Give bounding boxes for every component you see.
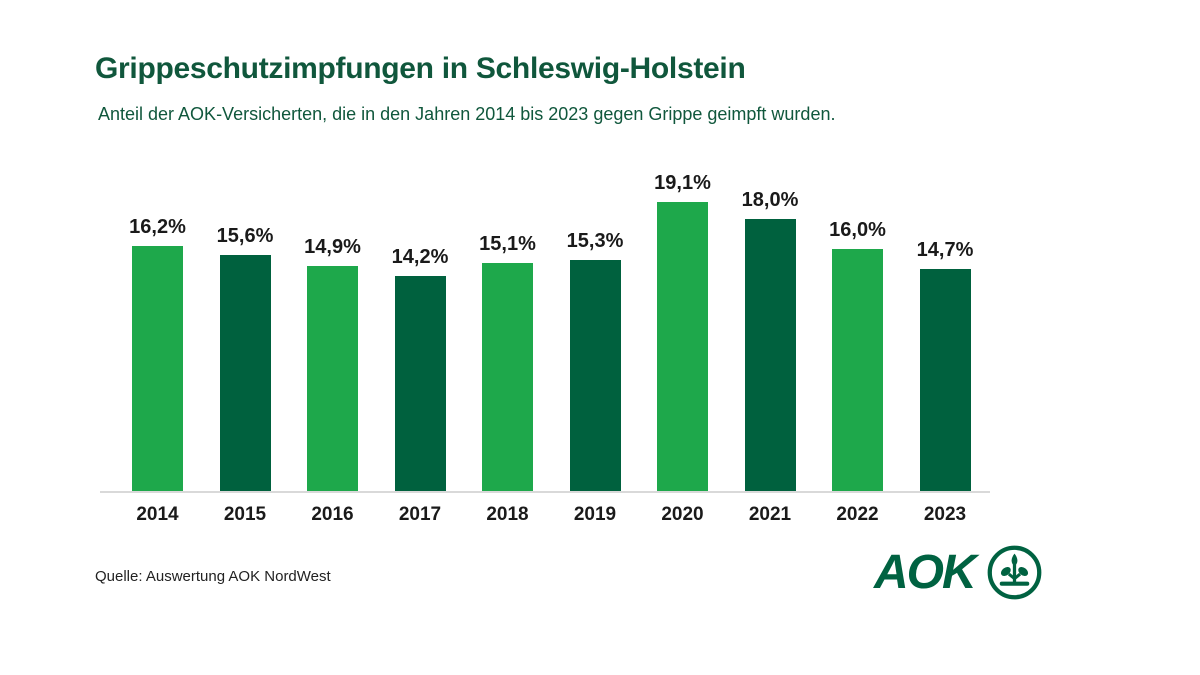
aok-tree-icon xyxy=(987,545,1042,600)
bar-group: 15,6% 2015 xyxy=(201,225,289,525)
bar-value-label: 15,3% xyxy=(566,230,624,252)
bar-chart: 16,2% 2014 15,6% 2015 14,9% 2016 14,2% 2017 15,1… xyxy=(100,161,990,525)
page-subtitle: Anteil der AOK-Versicherten, die in den … xyxy=(98,104,836,124)
x-axis-label: 2019 xyxy=(573,504,617,525)
x-axis-line xyxy=(100,491,990,493)
bar-group: 14,9% 2016 xyxy=(289,236,377,525)
x-axis-label: 2022 xyxy=(836,504,879,525)
bar xyxy=(132,246,183,491)
bar-value-label: 15,1% xyxy=(479,233,536,255)
bar-group: 16,0% 2022 xyxy=(814,219,902,525)
bar xyxy=(219,255,271,491)
bar-group: 15,1% 2018 xyxy=(464,233,552,525)
bar xyxy=(657,202,708,491)
bar-value-label: 18,0% xyxy=(741,189,799,211)
aok-logo: AOK xyxy=(874,544,1043,601)
bar-value-label: 14,2% xyxy=(391,246,449,268)
source-note: Quelle: Auswertung AOK NordWest xyxy=(95,568,331,585)
bar xyxy=(307,266,358,491)
bar-value-label: 14,7% xyxy=(916,239,974,261)
x-axis-label: 2014 xyxy=(136,504,179,525)
x-axis-label: 2023 xyxy=(923,504,967,525)
x-axis-label: 2017 xyxy=(398,504,442,525)
bar-value-label: 16,2% xyxy=(129,216,186,238)
bar-group: 15,3% 2019 xyxy=(551,230,639,525)
bar-group: 18,0% 2021 xyxy=(726,189,814,525)
bar-value-label: 15,6% xyxy=(216,225,274,247)
bar-group: 14,7% 2023 xyxy=(901,239,989,525)
bar-value-label: 19,1% xyxy=(654,172,711,194)
bar xyxy=(394,276,446,491)
page-title: Grippeschutzimpfungen in Schleswig-Holst… xyxy=(95,52,746,85)
bar xyxy=(744,219,796,491)
bar-group: 19,1% 2020 xyxy=(639,172,727,525)
x-axis-label: 2016 xyxy=(311,504,354,525)
bar xyxy=(919,269,971,491)
bar-group: 14,2% 2017 xyxy=(376,246,464,525)
x-axis-label: 2020 xyxy=(661,504,704,525)
bar-value-label: 14,9% xyxy=(304,236,361,258)
x-axis-label: 2015 xyxy=(223,504,267,525)
bar xyxy=(482,263,533,491)
bar xyxy=(569,260,621,491)
x-axis-label: 2021 xyxy=(748,504,792,525)
x-axis-label: 2018 xyxy=(486,504,529,525)
bar-group: 16,2% 2014 xyxy=(114,216,202,525)
bar-value-label: 16,0% xyxy=(829,219,886,241)
bar xyxy=(832,249,883,491)
aok-logo-text: AOK xyxy=(874,545,977,599)
